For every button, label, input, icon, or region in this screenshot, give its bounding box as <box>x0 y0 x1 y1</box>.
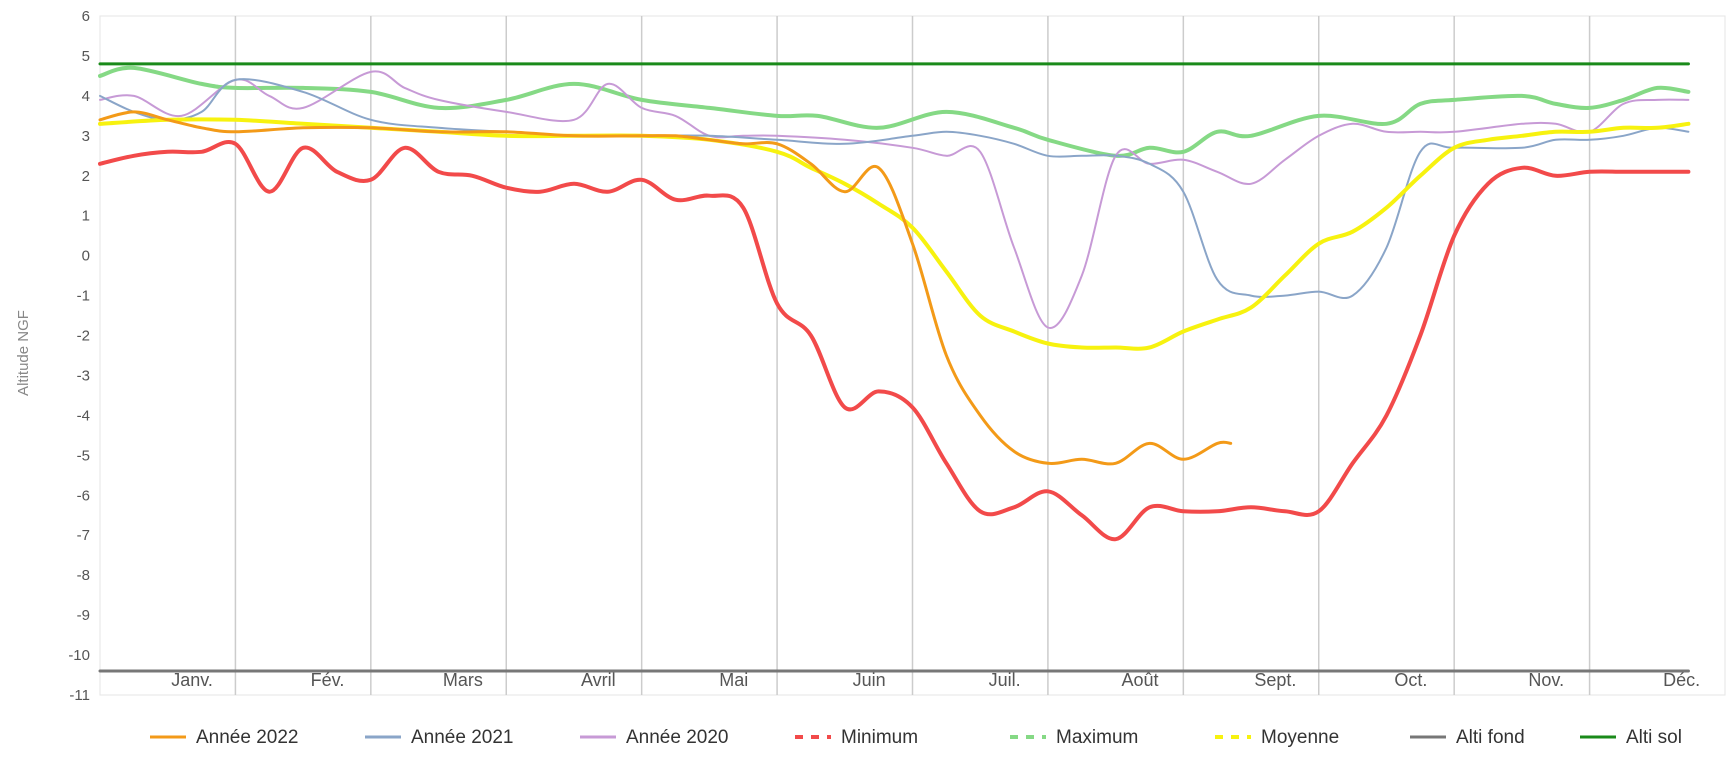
legend-item[interactable]: Alti sol <box>1580 727 1682 748</box>
legend-item[interactable]: Minimum <box>795 727 918 748</box>
series-line-moyenne <box>98 117 1691 351</box>
x-tick-label: Nov. <box>1528 670 1564 690</box>
series-line-minimum <box>98 140 1691 542</box>
legend-item[interactable]: Alti fond <box>1410 727 1525 748</box>
series-line-annee-2021 <box>99 78 1690 300</box>
legend-item[interactable]: Année 2021 <box>365 727 514 748</box>
series-line-annee-2020 <box>99 70 1690 329</box>
series <box>98 62 1691 673</box>
x-tick-label: Janv. <box>171 670 213 690</box>
y-tick-label: -9 <box>77 607 90 624</box>
y-tick-label: -3 <box>77 367 90 384</box>
legend-label: Maximum <box>1056 727 1138 748</box>
x-tick-label: Déc. <box>1663 670 1700 690</box>
y-tick-label: 6 <box>82 8 90 25</box>
series-line-maximum <box>98 65 1691 158</box>
x-tick-label: Mars <box>443 670 483 690</box>
legend-item[interactable]: Moyenne <box>1215 727 1339 748</box>
legend: Année 2022 Année 2021 Année 2020 Minimum Max… <box>150 727 1682 748</box>
series-line-annee-2022 <box>98 110 1233 466</box>
legend-label: Année 2021 <box>411 727 514 748</box>
x-tick-label: Sept. <box>1254 670 1296 690</box>
x-tick-label: Juil. <box>989 670 1021 690</box>
x-tick-label: Fév. <box>311 670 345 690</box>
y-tick-label: 3 <box>82 128 90 145</box>
legend-label: Alti sol <box>1626 727 1682 748</box>
legend-label: Moyenne <box>1261 727 1339 748</box>
y-tick-label: 1 <box>82 208 90 225</box>
x-tick-label: Oct. <box>1394 670 1427 690</box>
y-tick-label: -7 <box>77 527 90 544</box>
y-tick-label: -4 <box>77 407 90 424</box>
x-tick-label: Août <box>1121 670 1158 690</box>
y-tick-label: 4 <box>82 88 90 105</box>
legend-item[interactable]: Année 2022 <box>150 727 299 748</box>
legend-label: Année 2020 <box>626 727 729 748</box>
y-tick-label: -2 <box>77 328 90 345</box>
y-tick-label: -1 <box>77 288 90 305</box>
y-axis-title: Altitude NGF <box>15 310 32 396</box>
y-tick-label: -10 <box>68 647 90 664</box>
x-tick-label: Mai <box>719 670 748 690</box>
y-tick-label: -6 <box>77 487 90 504</box>
y-tick-label: 2 <box>82 168 90 185</box>
y-axis: 6 5 4 3 2 1 0 -1 -2 -3 -4 -5 -6 -7 -8 -9 -10 -11 <box>68 8 90 704</box>
y-tick-label: -11 <box>69 687 90 704</box>
x-axis: Janv. Fév. Mars Avril Mai Juin Juil. Août Sept. O… <box>171 670 1700 690</box>
legend-item[interactable]: Année 2020 <box>580 727 729 748</box>
x-tick-label: Juin <box>853 670 886 690</box>
legend-label: Minimum <box>841 727 918 748</box>
legend-label: Alti fond <box>1456 727 1525 748</box>
grid <box>99 15 1726 696</box>
legend-label: Année 2022 <box>196 727 299 748</box>
y-tick-label: -8 <box>77 567 90 584</box>
x-tick-label: Avril <box>581 670 616 690</box>
y-tick-label: -5 <box>77 447 90 464</box>
legend-item[interactable]: Maximum <box>1010 727 1138 748</box>
y-tick-label: 5 <box>82 48 90 65</box>
y-tick-label: 0 <box>82 248 90 265</box>
